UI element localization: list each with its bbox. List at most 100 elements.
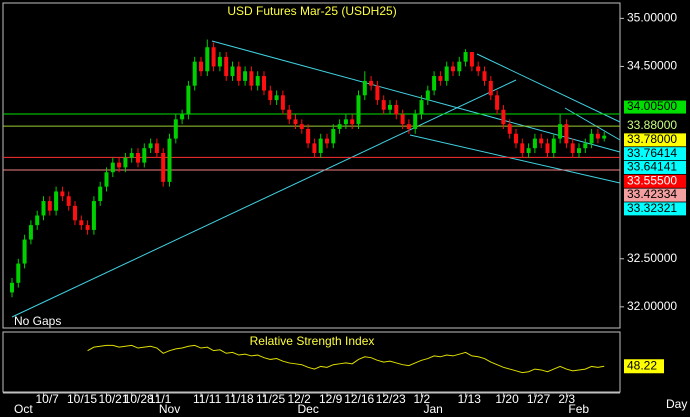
price-level-label: 33.42334 [627, 187, 677, 201]
price-level-box [624, 202, 686, 216]
x-tick-label: 12/9 [319, 392, 343, 406]
candle-body [413, 114, 418, 129]
trend-line [11, 79, 517, 318]
candle-body [249, 71, 254, 86]
candle-body [167, 138, 172, 182]
price-level-box [624, 174, 686, 188]
candle-body [362, 80, 367, 96]
rsi-title: Relative Strength Index [250, 334, 375, 348]
candle-body [476, 66, 481, 72]
price-level-label: 33.32321 [627, 201, 677, 215]
candle-body [457, 61, 462, 72]
candle-body [299, 124, 304, 129]
rsi-panel [2, 331, 621, 393]
candle-body [356, 95, 361, 125]
candle-body [343, 119, 348, 125]
price-level-box [624, 100, 686, 114]
candle-body [66, 196, 71, 206]
y-tick-label: 35.00000 [627, 11, 677, 25]
candle-body [520, 143, 525, 153]
price-level-box [624, 188, 686, 202]
candle-body [60, 191, 65, 197]
candle-body [230, 66, 235, 77]
candle-body [381, 100, 386, 110]
candle-body [495, 95, 500, 110]
candle-body [22, 239, 27, 264]
candle-body [217, 56, 222, 67]
candle-body [375, 85, 380, 101]
candle-body [564, 124, 569, 144]
y-tick-label: 34.50000 [627, 59, 677, 73]
candle-body [539, 138, 544, 144]
annotation: No Gaps [14, 314, 61, 328]
candle-body [16, 263, 21, 283]
candle-body [419, 100, 424, 115]
candle-body [47, 201, 52, 211]
trend-line [564, 107, 621, 141]
candle-body [595, 133, 600, 139]
candle-body [199, 61, 203, 72]
x-tick-label: 11/1 [149, 392, 172, 406]
candle-body [469, 52, 474, 67]
candle-body [406, 124, 411, 129]
x-tick-label: 10/15 [67, 392, 97, 406]
trend-lines [11, 40, 621, 318]
candle-body [28, 225, 33, 240]
candle-body [154, 143, 159, 153]
candle-body [243, 71, 248, 81]
x-axis-label: Day [666, 397, 687, 411]
candle-body [110, 162, 115, 173]
candle-body [35, 215, 40, 226]
candle-body [312, 143, 317, 153]
candle-body [280, 95, 285, 110]
candle-body [577, 148, 581, 153]
month-label: Jan [424, 402, 443, 416]
candle-body [104, 172, 109, 187]
month-label: Dec [298, 402, 319, 416]
price-level-label: 34.00500 [627, 99, 677, 113]
candle-body [507, 124, 512, 134]
candle-body [41, 201, 46, 216]
candle-body [488, 80, 493, 96]
candle-body [545, 143, 550, 153]
candle-body [255, 76, 260, 86]
price-panel [2, 2, 621, 329]
trend-line [476, 53, 621, 123]
month-label: Feb [568, 402, 589, 416]
price-level-box [624, 160, 686, 174]
y-tick-label: 32.00000 [627, 299, 677, 313]
candle-body [205, 47, 210, 72]
x-tick-label: 11/25 [256, 392, 285, 406]
rsi-value-box [624, 359, 664, 374]
candle-body [287, 109, 292, 120]
price-level-box [624, 133, 686, 147]
candle-body [306, 128, 311, 144]
candle-body [123, 157, 128, 168]
price-level-label: 33.55500 [627, 173, 677, 187]
candle-body [558, 124, 563, 139]
candle-body [211, 47, 216, 67]
candle-body [236, 66, 241, 81]
candle-body [91, 201, 96, 230]
candle-body [331, 128, 336, 144]
candle-body [451, 66, 455, 72]
candle-body [482, 71, 487, 81]
candle-body [85, 225, 90, 230]
x-tick-label: 1/20 [495, 392, 519, 406]
candle-body [274, 95, 279, 101]
candle-body [400, 114, 405, 125]
candle-body [318, 138, 323, 153]
price-level-box [624, 147, 686, 161]
price-level-label: 33.76414 [627, 146, 677, 160]
x-tick-label: 12/2 [288, 392, 312, 406]
candle-body [388, 104, 392, 110]
candle-body [268, 90, 273, 101]
trend-line [211, 40, 621, 153]
candle-body [438, 76, 443, 81]
candle-body [369, 80, 374, 86]
candle-body [532, 138, 537, 149]
candle-body [54, 191, 59, 211]
candle-body [425, 90, 430, 101]
x-tick-label: 1/2 [414, 392, 431, 406]
